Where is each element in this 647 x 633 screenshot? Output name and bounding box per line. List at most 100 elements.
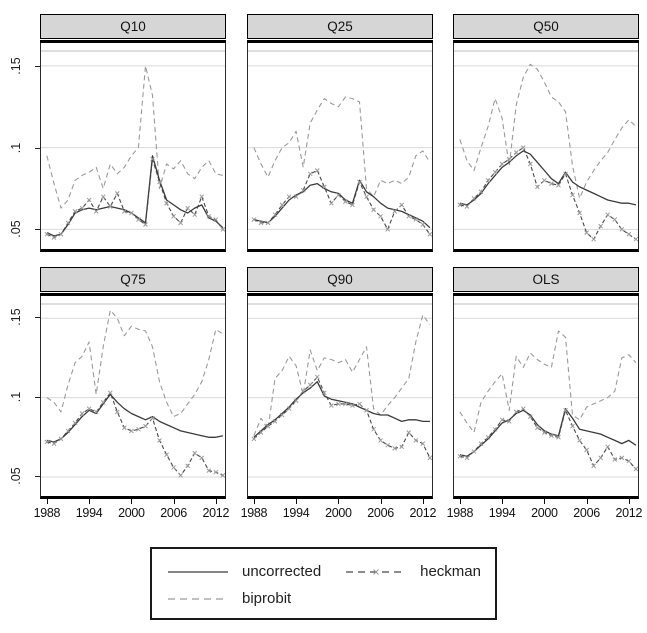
series-heckman bbox=[46, 392, 224, 476]
legend-row: uncorrected heckman bbox=[166, 558, 481, 585]
series-uncorrected bbox=[46, 393, 224, 443]
x-tick-label: 2006 bbox=[160, 506, 187, 520]
x-tick bbox=[628, 499, 630, 504]
y-tick-label: .05 bbox=[9, 467, 23, 485]
plot-area-q25 bbox=[247, 43, 433, 252]
y-tick bbox=[35, 475, 40, 477]
x-tick-label: 2012 bbox=[409, 506, 437, 520]
y-tick-label: .1 bbox=[9, 142, 23, 153]
y-tick-label: .1 bbox=[9, 391, 23, 402]
plot-area-q50 bbox=[453, 43, 639, 252]
legend-item-heckman: heckman bbox=[344, 563, 481, 580]
series-biprobit bbox=[253, 96, 431, 198]
x-tick-group bbox=[248, 499, 432, 505]
y-tick bbox=[35, 229, 40, 231]
legend-box: uncorrected heckman biprobit bbox=[150, 547, 497, 620]
y-tick bbox=[35, 396, 40, 398]
x-tick bbox=[173, 499, 175, 504]
series-heckman bbox=[253, 376, 431, 459]
panel-q90: Q90 bbox=[247, 267, 433, 499]
legend-label: biprobit bbox=[242, 590, 292, 607]
x-tick-label-group: 1988 1994 2000 2006 2012 bbox=[447, 506, 643, 522]
legend-item-biprobit: biprobit bbox=[166, 590, 362, 607]
x-tick-label-group: 1988 1994 2000 2006 2012 bbox=[34, 506, 230, 522]
panel-header: OLS bbox=[453, 267, 639, 292]
series-uncorrected bbox=[459, 408, 637, 457]
x-tick bbox=[46, 499, 48, 504]
x-tick bbox=[338, 499, 340, 504]
x-tick-group bbox=[454, 499, 638, 505]
x-tick-label-group: 1988 1994 2000 2006 2012 bbox=[241, 506, 437, 522]
x-tick-label: 2000 bbox=[531, 506, 558, 520]
panel-header: Q75 bbox=[40, 267, 226, 292]
panel-header: Q10 bbox=[40, 14, 226, 39]
x-tick-label: 1994 bbox=[488, 506, 516, 520]
x-tick-label: 1994 bbox=[282, 506, 310, 520]
series-biprobit bbox=[46, 65, 224, 209]
x-tick-label: 2006 bbox=[367, 506, 394, 520]
panel-title: Q50 bbox=[533, 19, 559, 34]
series-heckman bbox=[253, 169, 431, 235]
y-tick-label: .15 bbox=[9, 308, 23, 326]
x-tick bbox=[296, 499, 298, 504]
panel-header: Q25 bbox=[247, 14, 433, 39]
x-tick-label: 2006 bbox=[573, 506, 600, 520]
panel-q75: Q75 bbox=[40, 267, 226, 499]
x-tick-label: 2000 bbox=[118, 506, 145, 520]
panel-ols: OLS bbox=[453, 267, 639, 499]
panel-q10: Q10 bbox=[40, 14, 226, 252]
panel-header-rule bbox=[453, 40, 639, 43]
panel-q50: Q50 bbox=[453, 14, 639, 252]
series-heckman bbox=[459, 147, 637, 240]
y-tick bbox=[35, 147, 40, 149]
series-biprobit bbox=[46, 309, 224, 418]
panel-title: Q25 bbox=[327, 19, 353, 34]
series-heckman bbox=[46, 158, 224, 239]
panel-header-rule bbox=[40, 293, 226, 296]
panel-header: Q50 bbox=[453, 14, 639, 39]
series-uncorrected bbox=[46, 155, 224, 237]
x-tick-label: 2012 bbox=[615, 506, 643, 520]
x-tick-label: 1988 bbox=[446, 506, 474, 520]
x-tick-group bbox=[41, 499, 225, 505]
panel-header: Q90 bbox=[247, 267, 433, 292]
panel-header-rule bbox=[247, 40, 433, 43]
y-tick bbox=[35, 65, 40, 67]
y-tick-label: .05 bbox=[9, 220, 23, 239]
series-biprobit bbox=[459, 330, 637, 434]
panel-q25: Q25 bbox=[247, 14, 433, 252]
panel-title: Q90 bbox=[327, 272, 353, 287]
legend-label: uncorrected bbox=[242, 563, 322, 580]
series-uncorrected bbox=[253, 381, 430, 438]
plot-area-ols bbox=[453, 296, 639, 499]
panel-title: OLS bbox=[532, 272, 560, 287]
x-tick-label: 1988 bbox=[240, 506, 268, 520]
plot-area-q10 bbox=[40, 43, 226, 252]
x-tick bbox=[459, 499, 461, 504]
legend-item-uncorrected: uncorrected bbox=[166, 563, 344, 580]
y-tick-label: .15 bbox=[9, 57, 23, 75]
x-tick bbox=[253, 499, 255, 504]
series-biprobit bbox=[459, 63, 637, 199]
x-tick-label: 2012 bbox=[202, 506, 230, 520]
legend-line-sample-uncorrected bbox=[168, 570, 228, 573]
x-tick bbox=[544, 499, 546, 504]
y-tick bbox=[35, 317, 40, 319]
panel-header-rule bbox=[247, 293, 433, 296]
x-tick bbox=[502, 499, 504, 504]
legend-label: heckman bbox=[420, 563, 481, 580]
x-tick-label: 1994 bbox=[75, 506, 103, 520]
x-tick bbox=[89, 499, 91, 504]
legend-line-sample-heckman bbox=[346, 568, 407, 575]
panel-header-rule bbox=[40, 40, 226, 43]
series-biprobit bbox=[253, 314, 431, 436]
x-tick-label: 1988 bbox=[33, 506, 61, 520]
legend-row: biprobit bbox=[166, 585, 481, 612]
panel-title: Q75 bbox=[120, 272, 146, 287]
x-tick bbox=[131, 499, 133, 504]
panel-title: Q10 bbox=[120, 19, 146, 34]
series-uncorrected bbox=[253, 179, 431, 229]
plot-area-q90 bbox=[247, 296, 433, 499]
x-tick bbox=[586, 499, 588, 504]
